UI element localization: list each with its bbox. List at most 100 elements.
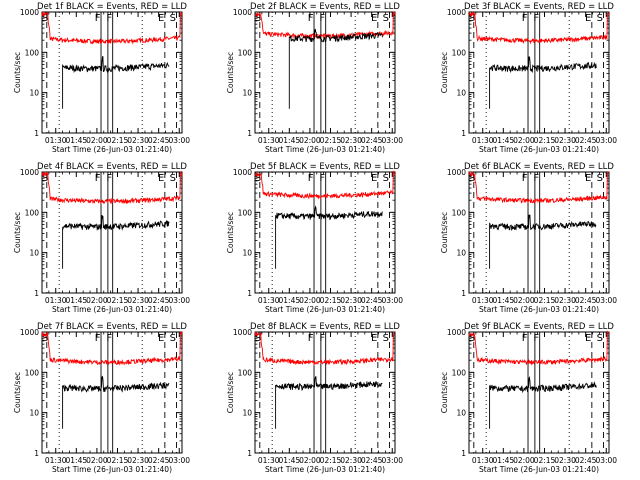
x-tick-label: 01:45 <box>66 136 88 145</box>
event-marker-letter: E <box>158 13 164 24</box>
event-marker-letter: F <box>319 13 325 24</box>
panel-7: Det 7f BLACK = Events, RED = LLD 1 10 100 10… <box>13 322 190 474</box>
event-marker-letter: S <box>42 173 48 184</box>
x-tick-label: 03:00 <box>168 296 190 305</box>
event-marker-letter: F <box>95 13 101 24</box>
event-marker-letter: S <box>170 333 176 344</box>
event-marker-letter: E <box>371 173 377 184</box>
plot-frame <box>468 331 610 454</box>
x-tick-label: 01:30 <box>472 136 494 145</box>
y-tick-label: 10 <box>242 249 252 258</box>
y-tick-label: 10 <box>242 89 252 98</box>
x-tick-label: 02:15 <box>107 456 129 465</box>
x-axis-label: Start Time (26-Jun-03 01:21:40) <box>265 465 385 474</box>
x-tick-label: 03:00 <box>168 456 190 465</box>
y-axis-label: Counts/sec <box>226 372 235 413</box>
x-tick-label: 02:30 <box>554 456 576 465</box>
x-tick-label: 01:45 <box>279 136 301 145</box>
x-tick-label: 02:00 <box>299 456 321 465</box>
x-tick-label: 03:00 <box>381 456 403 465</box>
series-line-lld <box>468 330 610 366</box>
x-tick-label: 02:30 <box>554 136 576 145</box>
x-axis-label: Start Time (26-Jun-03 01:21:40) <box>265 305 385 314</box>
event-marker-letter: E <box>585 333 591 344</box>
event-marker-letter: E <box>371 333 377 344</box>
plot-frame <box>41 171 183 294</box>
x-tick-label: 02:45 <box>361 136 383 145</box>
event-marker-letter: S <box>597 13 603 24</box>
x-tick-label: 02:30 <box>554 296 576 305</box>
event-marker-letter: E <box>585 13 591 24</box>
x-tick-label: 01:30 <box>45 136 67 145</box>
x-tick-label: 02:00 <box>513 136 535 145</box>
series-line-lld <box>468 171 610 204</box>
y-tick-label: 1 <box>461 289 466 298</box>
panel-3: Det 3f BLACK = Events, RED = LLD 1 10 100 10… <box>440 2 617 154</box>
series-line-events <box>288 28 383 109</box>
x-tick-label: 02:00 <box>513 456 535 465</box>
x-tick-label: 02:45 <box>148 456 170 465</box>
panel-title: Det 7f BLACK = Events, RED = LLD <box>37 322 187 332</box>
y-tick-label: 1 <box>247 449 252 458</box>
x-tick-label: 01:45 <box>66 456 88 465</box>
event-marker-letter: F <box>319 173 325 184</box>
event-marker-letter: S <box>469 13 475 24</box>
event-marker-letter: S <box>383 13 389 24</box>
x-axis-label: Start Time (26-Jun-03 01:21:40) <box>52 465 172 474</box>
x-tick-label: 02:45 <box>575 136 597 145</box>
y-tick-label: 10 <box>29 89 39 98</box>
x-axis-label: Start Time (26-Jun-03 01:21:40) <box>479 465 599 474</box>
plot-frame <box>254 331 396 454</box>
y-tick-label: 10 <box>242 409 252 418</box>
y-axis-label: Counts/sec <box>440 52 449 93</box>
x-tick-label: 03:00 <box>595 136 617 145</box>
event-marker-letter: F <box>106 333 112 344</box>
event-marker-letter: F <box>106 173 112 184</box>
panel-title: Det 5f BLACK = Events, RED = LLD <box>250 162 400 172</box>
plot-frame <box>468 171 610 294</box>
y-tick-label: 1000 <box>20 168 39 177</box>
x-axis-label: Start Time (26-Jun-03 01:21:40) <box>52 145 172 154</box>
event-marker-letter: S <box>597 333 603 344</box>
series-line-events <box>275 376 383 429</box>
event-marker-letter: F <box>95 333 101 344</box>
event-marker-letter: F <box>308 333 314 344</box>
x-tick-label: 02:15 <box>320 456 342 465</box>
y-tick-label: 100 <box>238 48 253 57</box>
series-line-events <box>62 56 170 109</box>
panel-title: Det 8f BLACK = Events, RED = LLD <box>250 322 400 332</box>
x-tick-label: 02:15 <box>320 136 342 145</box>
y-tick-label: 1000 <box>447 168 466 177</box>
y-tick-label: 100 <box>452 48 467 57</box>
event-marker-letter: F <box>533 173 539 184</box>
event-marker-letter: E <box>158 333 164 344</box>
series-line-lld <box>41 170 183 205</box>
y-tick-label: 100 <box>238 368 253 377</box>
plot-frame <box>254 171 396 294</box>
x-axis-label: Start Time (26-Jun-03 01:21:40) <box>265 145 385 154</box>
x-tick-label: 02:45 <box>575 456 597 465</box>
x-tick-label: 02:45 <box>361 456 383 465</box>
plot-frame <box>254 11 396 134</box>
x-tick-label: 02:15 <box>320 296 342 305</box>
event-marker-letter: F <box>319 333 325 344</box>
series-line-lld <box>254 331 395 367</box>
y-axis-label: Counts/sec <box>13 212 22 253</box>
x-tick-label: 02:30 <box>340 136 362 145</box>
y-tick-label: 1000 <box>447 328 466 337</box>
panel-1: Det 1f BLACK = Events, RED = LLD 1 10 100 10… <box>13 2 190 154</box>
y-tick-label: 1000 <box>20 328 39 337</box>
series-line-events <box>62 214 170 269</box>
x-tick-label: 03:00 <box>381 296 403 305</box>
series-line-lld <box>41 331 183 366</box>
series-line-events <box>489 56 597 109</box>
event-marker-letter: F <box>533 333 539 344</box>
y-axis-label: Counts/sec <box>226 52 235 93</box>
y-tick-label: 10 <box>456 249 466 258</box>
event-marker-letter: F <box>522 173 528 184</box>
series-line-events <box>275 205 383 269</box>
y-tick-label: 1000 <box>20 8 39 17</box>
x-tick-label: 01:30 <box>472 296 494 305</box>
event-marker-letter: S <box>597 173 603 184</box>
